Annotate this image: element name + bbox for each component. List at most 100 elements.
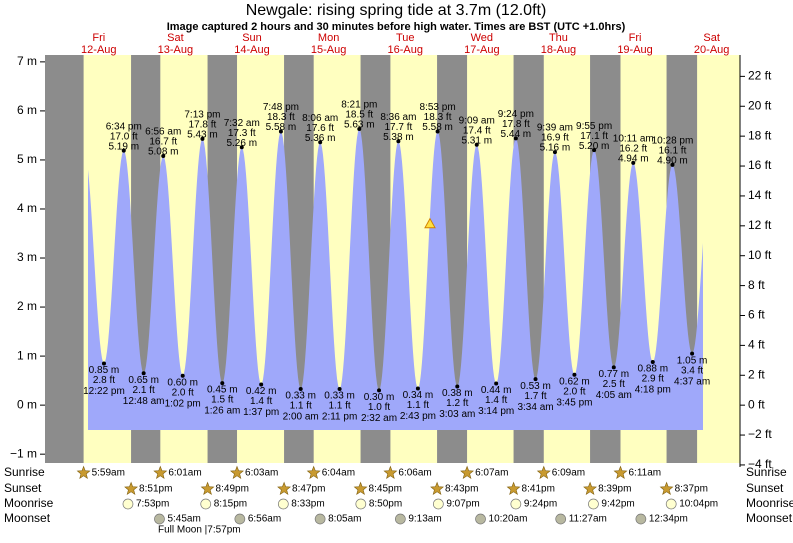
tide-time: 1:02 pm xyxy=(165,398,201,409)
tide-height-ft: 2.5 ft xyxy=(603,379,625,390)
tide-time: 9:09 am xyxy=(459,115,495,126)
almanac-time: 6:09am xyxy=(552,468,585,479)
almanac-time: 6:11am xyxy=(628,468,661,479)
almanac-time: 6:07am xyxy=(475,468,508,479)
y2-tick-label: −4 ft xyxy=(748,457,772,471)
y-tick-label: 6 m xyxy=(17,103,37,117)
tide-height-ft: 17.1 ft xyxy=(580,131,608,142)
almanac-time: 8:51pm xyxy=(139,484,172,495)
sun-icon xyxy=(230,465,244,479)
tide-height-m: 5.58 m xyxy=(266,122,297,133)
y2-tick-label: 10 ft xyxy=(748,248,772,262)
almanac-row-label: Moonrise xyxy=(4,496,54,510)
almanac-time: 6:56am xyxy=(248,514,281,525)
day-weekday: Wed xyxy=(471,32,493,44)
y-tick-label: 3 m xyxy=(17,250,37,264)
sun-icon xyxy=(536,465,551,479)
sun-icon xyxy=(277,481,291,495)
day-date: 13-Aug xyxy=(158,44,193,56)
almanac-time: 5:45am xyxy=(167,514,200,525)
y2-tick-label: 8 ft xyxy=(748,278,765,292)
tide-height-m: 4.94 m xyxy=(618,154,649,165)
almanac-time: 10:04pm xyxy=(679,499,718,510)
tide-marker xyxy=(533,377,538,382)
tide-height-ft: 17.8 ft xyxy=(502,119,530,130)
almanac-time: 11:27am xyxy=(569,514,607,525)
y2-tick-label: −2 ft xyxy=(748,427,772,441)
day-weekday: Sat xyxy=(703,32,720,44)
tide-marker xyxy=(101,361,106,366)
almanac-time: 9:13am xyxy=(408,514,441,525)
sun-icon xyxy=(659,481,674,495)
y-tick-label: 4 m xyxy=(17,201,37,215)
tide-time: 4:37 am xyxy=(674,376,710,387)
almanac-time: 9:24pm xyxy=(524,499,557,510)
almanac-time: 8:45pm xyxy=(369,484,402,495)
almanac-time: 6:06am xyxy=(398,468,431,479)
tide-time: 3:45 pm xyxy=(556,397,592,408)
almanac-row-label: Sunset xyxy=(746,481,784,495)
tide-marker xyxy=(141,371,146,376)
almanac-time: 12:34pm xyxy=(649,514,688,525)
tide-height-m: 0.65 m xyxy=(128,375,159,386)
tide-height-m: 0.85 m xyxy=(89,365,120,376)
tide-height-ft: 1.4 ft xyxy=(250,396,272,407)
moonset-icon xyxy=(555,513,567,525)
y-tick-label: 2 m xyxy=(17,299,37,313)
tide-time: 8:53 pm xyxy=(420,102,456,113)
tide-marker xyxy=(239,145,244,150)
moonrise-icon xyxy=(200,498,212,510)
tide-marker xyxy=(455,384,460,389)
tide-height-m: 0.62 m xyxy=(559,376,590,387)
tide-marker xyxy=(259,382,264,387)
tide-marker xyxy=(377,388,382,393)
tide-height-ft: 2.0 ft xyxy=(563,386,585,397)
y2-tick-label: 16 ft xyxy=(748,158,772,172)
almanac-row-label: Sunrise xyxy=(746,465,787,479)
sun-icon xyxy=(353,481,368,495)
tide-marker xyxy=(670,162,675,167)
tide-height-ft: 1.0 ft xyxy=(368,402,390,413)
moonset-icon xyxy=(314,513,326,525)
tide-time: 7:48 pm xyxy=(263,102,299,113)
tide-height-m: 0.42 m xyxy=(246,386,277,397)
almanac-time: 7:53pm xyxy=(136,499,169,510)
full-moon-note: Full Moon |7:57pm xyxy=(158,525,241,536)
almanac-time: 6:04am xyxy=(322,468,355,479)
moonset-icon xyxy=(234,513,246,525)
tide-height-m: 0.45 m xyxy=(207,385,238,396)
tide-marker xyxy=(278,129,283,134)
almanac-time: 8:39pm xyxy=(598,484,631,495)
day-date: 18-Aug xyxy=(541,44,576,56)
tide-marker xyxy=(121,148,126,153)
tide-marker xyxy=(552,150,557,155)
almanac-time: 5:59am xyxy=(92,468,125,479)
day-date: 14-Aug xyxy=(234,44,269,56)
tide-marker xyxy=(650,359,655,364)
y2-tick-label: 18 ft xyxy=(748,128,772,142)
now-marker xyxy=(424,217,436,229)
sun-icon xyxy=(306,465,321,479)
moonset-icon xyxy=(395,513,406,525)
plot xyxy=(45,55,740,463)
tide-height-m: 5.63 m xyxy=(344,120,375,131)
tide-marker xyxy=(690,351,695,356)
almanac-time: 10:20am xyxy=(489,514,528,525)
chart-subtitle: Image captured 2 hours and 30 minutes be… xyxy=(167,21,626,33)
tide-marker xyxy=(513,136,518,141)
day-weekday: Fri xyxy=(92,32,105,44)
y2-tick-label: 4 ft xyxy=(748,338,765,352)
moonrise-icon xyxy=(510,498,522,510)
tide-time: 7:13 pm xyxy=(184,109,220,120)
y2-tick-label: 22 ft xyxy=(748,69,772,83)
tide-height-m: 4.90 m xyxy=(657,155,688,166)
sun-icon xyxy=(124,481,138,495)
sun-icon xyxy=(430,481,444,495)
day-weekday: Thu xyxy=(549,32,568,44)
tide-time: 3:03 am xyxy=(439,409,475,420)
day-date: 19-Aug xyxy=(617,44,652,56)
tide-time: 1:26 am xyxy=(204,406,240,417)
tide-time: 7:32 am xyxy=(224,118,260,129)
moonrise-icon xyxy=(665,498,677,510)
